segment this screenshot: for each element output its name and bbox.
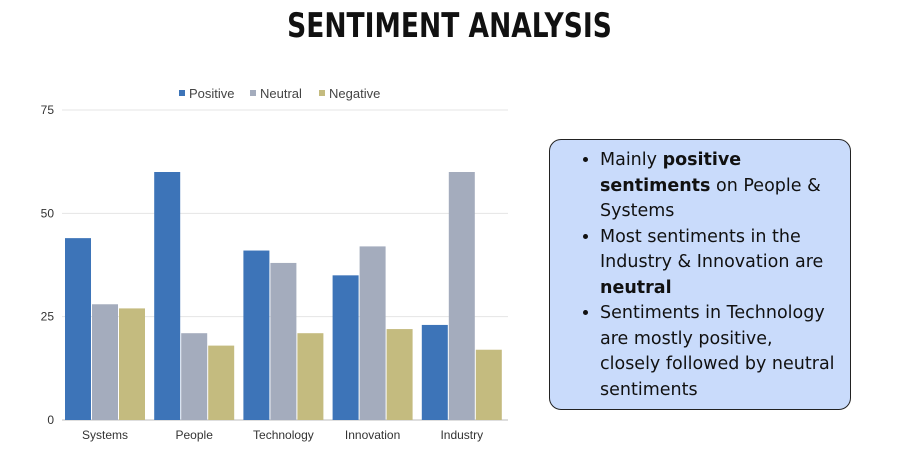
y-tick-label: 75 <box>41 103 55 117</box>
legend-swatch-negative <box>319 90 325 96</box>
x-tick-label: Systems <box>82 428 128 442</box>
bar-technology-positive <box>243 250 270 420</box>
bar-innovation-positive <box>332 275 359 420</box>
page-title: SENTIMENT ANALYSIS <box>287 6 612 46</box>
legend-label-negative: Negative <box>329 86 380 101</box>
bar-technology-neutral <box>270 262 297 420</box>
x-tick-label: Innovation <box>345 428 400 442</box>
bar-people-neutral <box>181 333 208 420</box>
bar-people-positive <box>154 172 181 420</box>
summary-callout: Mainly positive sentiments on People & S… <box>549 139 851 410</box>
bar-systems-positive <box>65 238 91 420</box>
y-tick-label: 25 <box>41 310 55 324</box>
callout-bullet-2: Most sentiments in the Industry & Innova… <box>600 225 836 302</box>
bar-chart: 0 25 50 75 Systems People Technology Innovatio… <box>41 86 508 442</box>
bar-industry-negative <box>475 349 502 420</box>
y-tick-label: 0 <box>47 413 54 427</box>
y-tick-label: 50 <box>41 206 55 220</box>
callout-bullet-1: Mainly positive sentiments on People & S… <box>600 148 836 225</box>
bars <box>65 172 502 420</box>
legend-label-positive: Positive <box>189 86 235 101</box>
bar-systems-negative <box>119 308 145 420</box>
bar-systems-neutral <box>92 304 118 420</box>
bar-technology-negative <box>297 333 324 420</box>
bar-innovation-negative <box>386 329 413 420</box>
x-tick-label: Industry <box>440 428 483 442</box>
legend: Positive Neutral Negative <box>179 86 380 101</box>
legend-swatch-positive <box>179 90 185 96</box>
bar-industry-positive <box>421 324 448 420</box>
bar-industry-neutral <box>448 172 475 420</box>
legend-swatch-neutral <box>250 90 256 96</box>
legend-label-neutral: Neutral <box>260 86 302 101</box>
callout-bullet-3: Sentiments in Technology are mostly posi… <box>600 301 836 403</box>
x-axis-ticks: Systems People Technology Innovation Industr… <box>82 428 483 442</box>
bar-people-negative <box>208 345 235 420</box>
x-tick-label: People <box>176 428 214 442</box>
y-axis-ticks: 0 25 50 75 <box>41 103 55 427</box>
bar-innovation-neutral <box>359 246 386 420</box>
x-tick-label: Technology <box>253 428 314 442</box>
